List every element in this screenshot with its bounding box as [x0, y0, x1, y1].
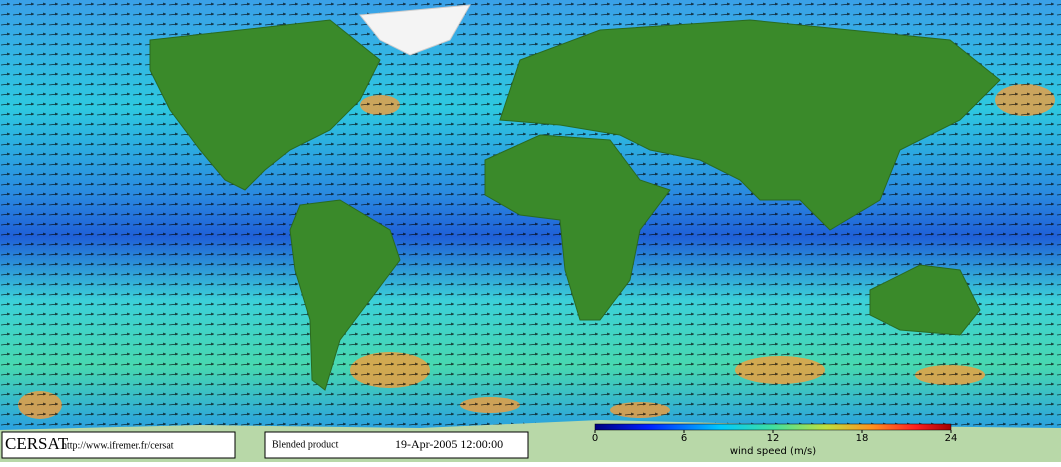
- logo: CERSAT: [5, 434, 69, 453]
- colorbar-label: wind speed (m/s): [730, 446, 816, 457]
- product-box: [264, 431, 529, 459]
- colorbar-tick-label: 12: [767, 433, 780, 444]
- colorbar-tick-label: 24: [945, 433, 958, 444]
- colorbar: [594, 423, 952, 431]
- date: 19-Apr-2005 12:00:00: [395, 437, 503, 451]
- colorbar-tick-label: 18: [856, 433, 869, 444]
- greenland: [359, 4, 471, 56]
- colorbar-tick-label: 0: [592, 433, 598, 444]
- colorbar-tick-label: 6: [681, 433, 687, 444]
- url: http://www.ifremer.fr/cersat: [62, 440, 174, 451]
- logo-box: [1, 431, 236, 459]
- product: Blended product: [272, 439, 339, 450]
